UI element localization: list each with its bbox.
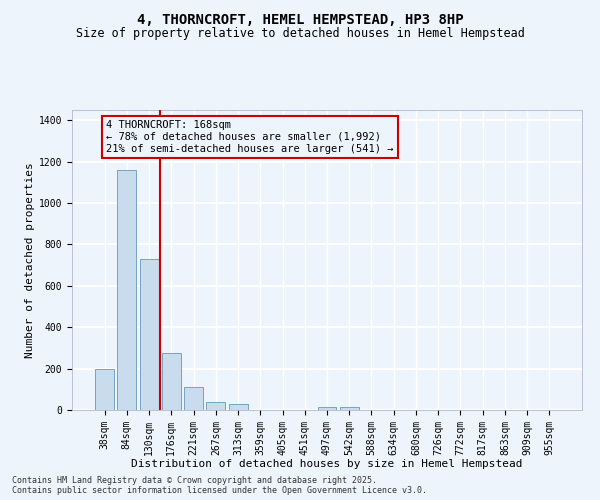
Y-axis label: Number of detached properties: Number of detached properties bbox=[25, 162, 35, 358]
Bar bbox=[317, 407, 337, 410]
Text: Contains HM Land Registry data © Crown copyright and database right 2025.
Contai: Contains HM Land Registry data © Crown c… bbox=[12, 476, 427, 495]
Bar bbox=[340, 407, 359, 410]
Text: 4, THORNCROFT, HEMEL HEMPSTEAD, HP3 8HP: 4, THORNCROFT, HEMEL HEMPSTEAD, HP3 8HP bbox=[137, 12, 463, 26]
Bar bbox=[95, 368, 114, 410]
Bar bbox=[140, 259, 158, 410]
Bar bbox=[184, 387, 203, 410]
X-axis label: Distribution of detached houses by size in Hemel Hempstead: Distribution of detached houses by size … bbox=[131, 459, 523, 469]
Bar bbox=[229, 404, 248, 410]
Bar bbox=[118, 170, 136, 410]
Text: Size of property relative to detached houses in Hemel Hempstead: Size of property relative to detached ho… bbox=[76, 28, 524, 40]
Bar bbox=[206, 402, 225, 410]
Bar bbox=[162, 353, 181, 410]
Text: 4 THORNCROFT: 168sqm
← 78% of detached houses are smaller (1,992)
21% of semi-de: 4 THORNCROFT: 168sqm ← 78% of detached h… bbox=[106, 120, 394, 154]
